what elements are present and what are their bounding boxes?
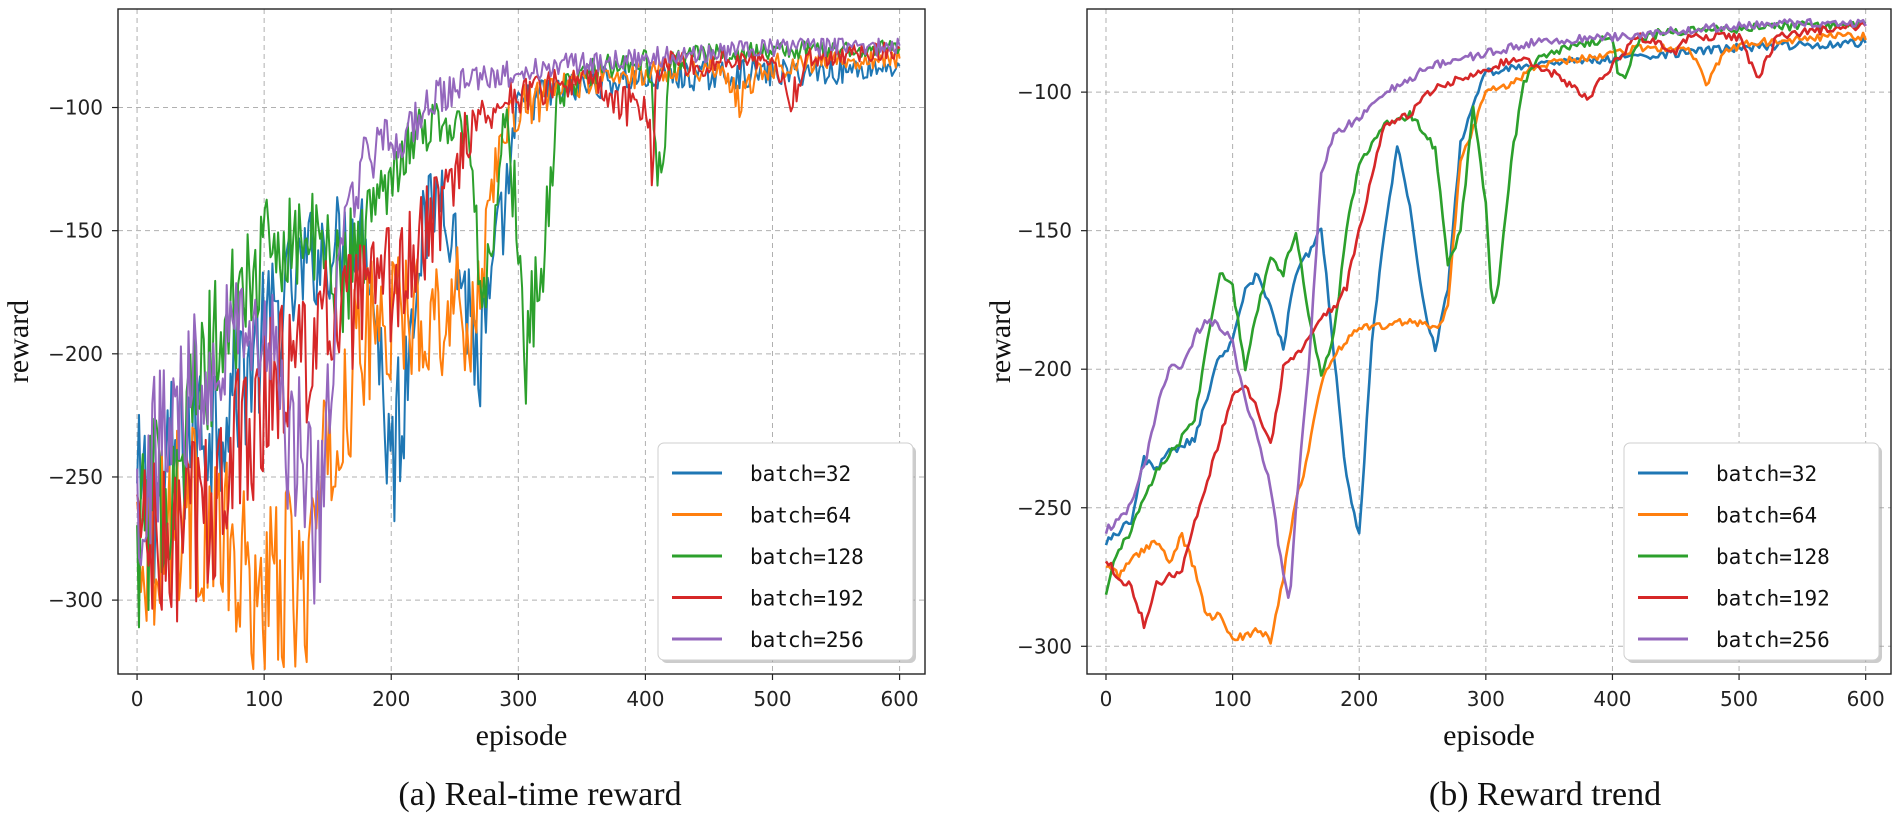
- x-tick-label: 500: [1720, 687, 1758, 711]
- y-axis-label: reward: [984, 300, 1017, 383]
- y-tick-label: −250: [1017, 496, 1072, 520]
- y-tick-label: −300: [1017, 634, 1072, 658]
- series-line-batch-128: [1104, 20, 1867, 595]
- legend-box: [1623, 442, 1880, 661]
- y-tick-label: −200: [48, 342, 103, 366]
- series-line-batch-192: [136, 41, 901, 623]
- series-line-batch-192: [1104, 21, 1867, 630]
- legend-label: batch=128: [750, 545, 864, 569]
- x-axis-label: episode: [476, 719, 568, 752]
- x-tick-label: 500: [753, 687, 791, 711]
- legend-label: batch=32: [1716, 462, 1817, 486]
- legend: batch=32 batch=64 batch=128 batch=192 batch=…: [657, 442, 916, 663]
- x-tick-label: 400: [626, 687, 664, 711]
- series-line-batch-64: [1105, 31, 1867, 645]
- y-tick-label: −100: [1017, 80, 1072, 104]
- y-axis-label: reward: [2, 300, 35, 383]
- x-tick-label: 200: [1340, 687, 1378, 711]
- series-line-batch-256: [136, 37, 901, 605]
- x-tick-label: 600: [1847, 687, 1885, 711]
- plot-frame: [1086, 8, 1892, 675]
- y-tick-label: −200: [1017, 357, 1072, 381]
- y-tick-label: −150: [48, 219, 103, 243]
- plot-frame: [117, 8, 926, 675]
- y-tick-label: −100: [48, 96, 103, 120]
- x-tick-label: 200: [372, 687, 410, 711]
- plot-area: [136, 37, 901, 671]
- legend-label: batch=192: [750, 587, 864, 611]
- panel-caption: (b) Reward trend: [1429, 776, 1661, 813]
- x-tick-label: 400: [1593, 687, 1631, 711]
- legend: batch=32 batch=64 batch=128 batch=192 batch=…: [1623, 442, 1882, 663]
- y-tick-label: −150: [1017, 219, 1072, 243]
- x-tick-label: 0: [1100, 687, 1113, 711]
- panel-caption: (a) Real-time reward: [398, 776, 681, 813]
- panel-a-real-time-reward: 0 100 200 300 400 500 600 −300 −250 −200 −150 −100 e…: [2, 8, 926, 813]
- legend-label: batch=128: [1716, 545, 1830, 569]
- legend-box: [657, 442, 914, 661]
- x-tick-label: 600: [880, 687, 918, 711]
- x-tick-label: 100: [245, 687, 283, 711]
- x-tick-label: 300: [1467, 687, 1505, 711]
- x-tick-label: 100: [1214, 687, 1252, 711]
- x-tick-label: 300: [499, 687, 537, 711]
- panel-b-reward-trend: 0 100 200 300 400 500 600 −300 −250 −200 −150 −100 e…: [984, 8, 1892, 813]
- y-tick-label: −300: [48, 588, 103, 612]
- x-axis-label: episode: [1443, 719, 1535, 752]
- legend-label: batch=64: [1716, 504, 1817, 528]
- x-tick-label: 0: [131, 687, 144, 711]
- legend-label: batch=32: [750, 462, 851, 486]
- legend-label: batch=256: [750, 628, 864, 652]
- legend-label: batch=192: [1716, 587, 1830, 611]
- legend-label: batch=256: [1716, 628, 1830, 652]
- plot-area: [1104, 17, 1867, 645]
- legend-label: batch=64: [750, 504, 851, 528]
- y-tick-label: −250: [48, 465, 103, 489]
- series-line-batch-64: [136, 47, 901, 671]
- series-line-batch-256: [1104, 17, 1867, 599]
